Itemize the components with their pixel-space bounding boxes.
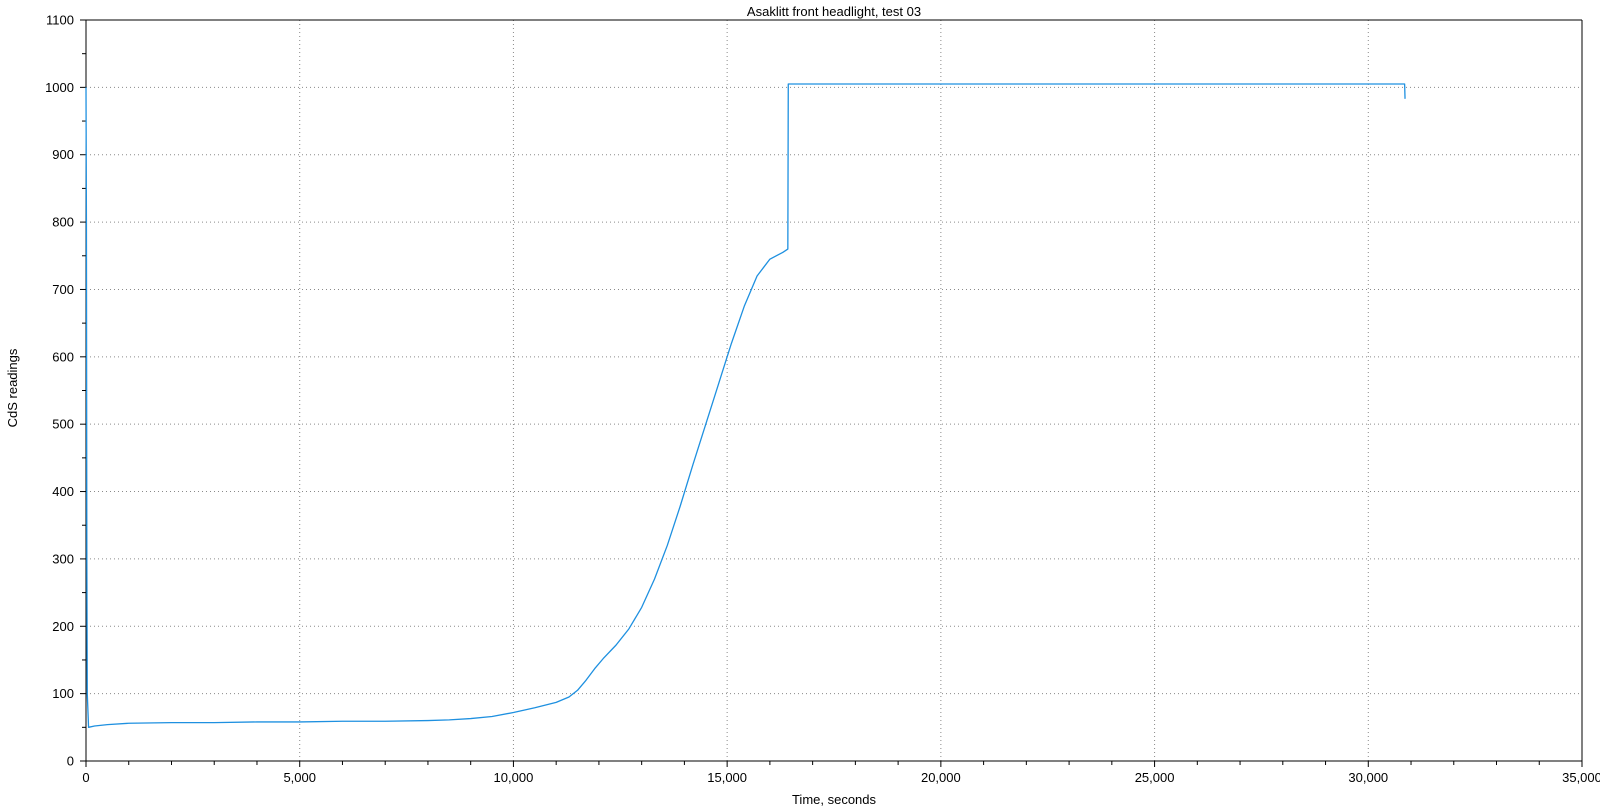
y-tick-label: 800 [52,215,74,230]
x-axis-label: Time, seconds [792,792,877,807]
x-tick-label: 0 [82,770,89,785]
x-tick-label: 35,000 [1562,770,1600,785]
y-axis-label: CdS readings [5,348,20,427]
series-layer [85,83,1406,728]
x-tick-label: 30,000 [1348,770,1388,785]
series-line [85,83,1406,728]
y-tick-label: 600 [52,349,74,364]
x-axis-ticks: 0 5,000 10,000 15,000 20,000 25,000 30,000 35,0… [82,761,1600,785]
y-tick-label: 200 [52,619,74,634]
x-tick-label: 5,000 [283,770,316,785]
x-tick-label: 25,000 [1135,770,1175,785]
y-axis-ticks: 0 100 200 300 400 500 600 700 800 900 1000 1100 [45,13,86,769]
y-tick-label: 0 [67,754,74,769]
y-tick-label: 700 [52,282,74,297]
y-tick-label: 400 [52,484,74,499]
y-tick-label: 300 [52,551,74,566]
y-tick-label: 100 [52,686,74,701]
x-tick-label: 20,000 [921,770,961,785]
chart-title: Asaklitt front headlight, test 03 [747,4,921,19]
y-tick-label: 1000 [45,80,74,95]
y-tick-label: 900 [52,147,74,162]
grid [86,20,1582,761]
axes [85,19,1583,762]
y-tick-label: 1100 [46,13,74,28]
x-tick-label: 10,000 [494,770,534,785]
x-tick-label: 15,000 [707,770,747,785]
y-tick-label: 500 [52,417,74,432]
